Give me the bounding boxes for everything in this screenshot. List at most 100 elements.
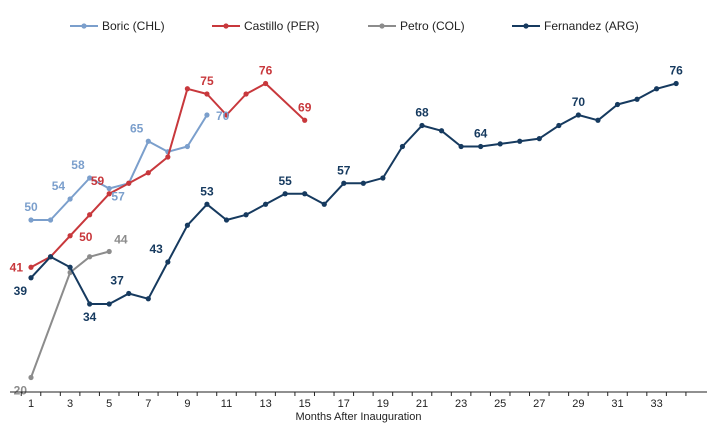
data-label: 68: [415, 106, 429, 120]
data-point: [341, 180, 347, 186]
data-point: [263, 201, 269, 207]
data-point: [654, 86, 660, 92]
data-point: [47, 217, 54, 223]
data-point: [47, 254, 54, 260]
data-label: 41: [10, 260, 24, 274]
data-point: [282, 191, 288, 197]
legend: Boric (CHL) Castillo (PER) Petro (COL) Fern…: [70, 19, 639, 33]
plot-series: [28, 80, 679, 381]
legend-swatch-marker: [223, 23, 229, 29]
data-point: [126, 180, 132, 186]
data-label: 50: [79, 230, 93, 244]
data-point: [87, 254, 93, 260]
data-point: [67, 196, 73, 202]
data-point: [575, 112, 582, 118]
data-point: [67, 264, 73, 270]
data-point: [184, 86, 190, 92]
data-label: 57: [337, 163, 351, 177]
data-point: [321, 201, 327, 207]
legend-swatch-marker: [523, 23, 529, 29]
x-tick-label: 29: [572, 398, 584, 410]
data-point: [184, 222, 190, 228]
data-label: 76: [669, 64, 683, 78]
x-tick-label: 3: [67, 398, 73, 410]
x-tick-label: 19: [377, 398, 389, 410]
data-point: [87, 301, 93, 307]
data-labels: 50 54 58 57 65 70 41 50 59 75 76 69 20 44 39 34 37 43 53 55…: [10, 64, 684, 398]
data-point: [87, 175, 93, 181]
legend-swatch-marker: [379, 23, 385, 29]
data-point: [673, 80, 679, 87]
x-axis-title: Months After Inauguration: [296, 411, 422, 423]
data-point: [106, 301, 112, 307]
data-point: [145, 296, 151, 302]
data-label: 59: [91, 174, 105, 188]
data-label: 76: [259, 64, 273, 78]
data-point: [302, 117, 308, 123]
x-tick-label: 17: [338, 398, 350, 410]
data-point: [517, 138, 523, 144]
data-label: 58: [71, 158, 85, 172]
data-label: 44: [114, 233, 128, 247]
x-tick-label: 1: [28, 398, 34, 410]
data-point: [223, 112, 230, 118]
x-tick-label: 21: [416, 398, 428, 410]
data-label: 65: [130, 121, 144, 135]
x-tick-label: 15: [299, 398, 311, 410]
data-label: 55: [278, 174, 292, 188]
x-axis: 1 3 5 7 9 11 13 15 17 19 21 23 25 27 29 31 33: [10, 391, 707, 410]
data-point: [497, 141, 503, 147]
x-tick-label: 33: [650, 398, 662, 410]
data-point: [302, 191, 308, 197]
x-tick-label: 7: [145, 398, 151, 410]
data-point: [399, 143, 406, 150]
data-label: 69: [298, 100, 312, 114]
data-point: [243, 91, 249, 97]
data-label: 34: [83, 310, 97, 324]
x-tick-label: 25: [494, 398, 506, 410]
data-point: [165, 154, 171, 160]
data-point: [419, 122, 425, 129]
data-label: 70: [572, 95, 586, 109]
data-point: [145, 138, 151, 144]
x-tick-label: 13: [259, 398, 271, 410]
data-point: [106, 185, 112, 192]
data-point: [243, 212, 249, 218]
data-label: 20: [14, 384, 28, 398]
data-point: [536, 136, 542, 142]
legend-swatch-marker: [81, 23, 87, 29]
data-point: [556, 122, 562, 129]
data-point: [223, 217, 230, 223]
data-point: [126, 290, 132, 297]
series-line: [31, 114, 208, 221]
data-point: [28, 374, 34, 381]
data-point: [87, 212, 93, 218]
data-label: 70: [216, 109, 230, 123]
x-tick-label: 9: [184, 398, 190, 410]
data-point: [204, 201, 210, 207]
data-point: [28, 217, 34, 223]
data-point: [184, 143, 190, 150]
data-point: [478, 143, 484, 150]
data-point: [106, 191, 112, 197]
data-point: [595, 117, 601, 123]
data-point: [145, 170, 151, 176]
data-point: [380, 175, 386, 181]
data-point: [438, 128, 445, 134]
data-label: 57: [111, 189, 125, 203]
series-line: [30, 250, 110, 378]
data-label: 50: [24, 200, 38, 214]
x-tick-label: 27: [533, 398, 545, 410]
data-point: [263, 80, 269, 87]
data-point: [204, 91, 210, 97]
data-label: 54: [52, 179, 66, 193]
data-label: 37: [110, 274, 124, 288]
legend-entry: Petro (COL): [400, 19, 465, 33]
x-tick-label: 11: [221, 398, 232, 410]
data-point: [28, 264, 34, 270]
x-tick-label: 23: [455, 398, 467, 410]
data-label: 64: [474, 127, 488, 141]
data-point: [204, 112, 210, 118]
data-label: 53: [200, 184, 214, 198]
